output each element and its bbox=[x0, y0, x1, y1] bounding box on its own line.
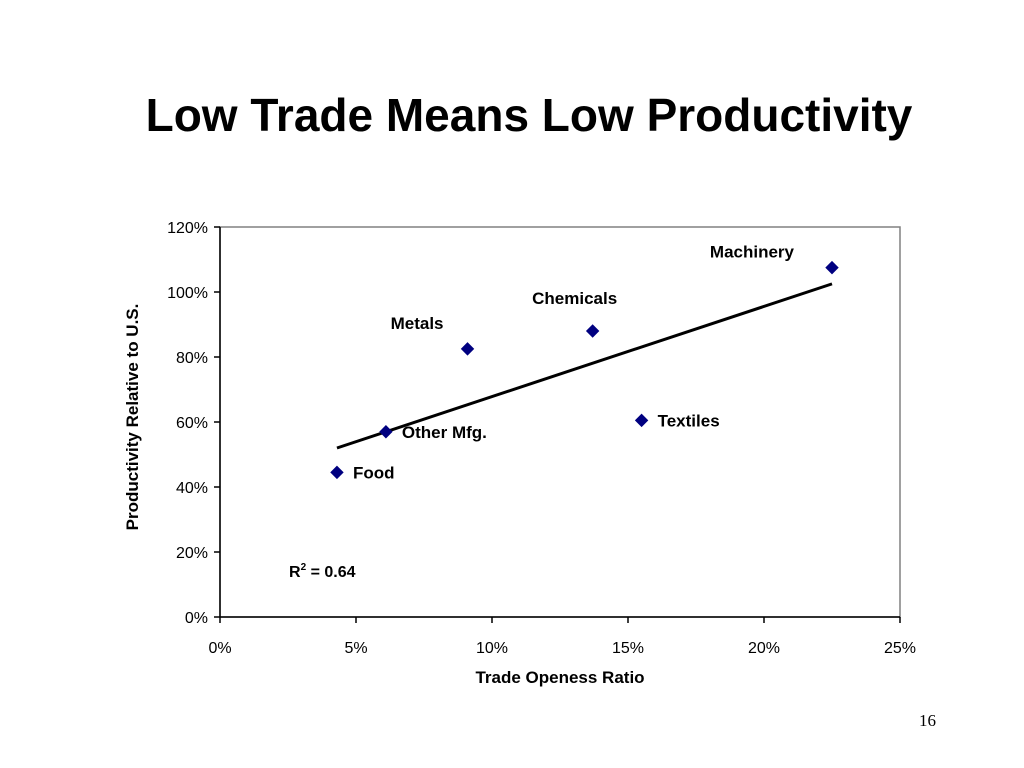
x-tick-label: 10% bbox=[476, 640, 508, 657]
axes: 0% 20% 40% 60% 80% 100% 120% 0% 5% 10% 15% 20% 25% bbox=[167, 220, 916, 657]
data-points bbox=[330, 260, 839, 480]
point-label: Textiles bbox=[658, 411, 720, 430]
x-tick-label: 20% bbox=[748, 640, 780, 657]
page-number: 16 bbox=[919, 711, 936, 730]
y-tick-label: 120% bbox=[167, 220, 208, 237]
y-tick-label: 60% bbox=[176, 415, 208, 432]
y-tick-label: 20% bbox=[176, 545, 208, 562]
y-tick-label: 100% bbox=[167, 285, 208, 302]
plot-area bbox=[219, 226, 901, 618]
x-tick-label: 25% bbox=[884, 640, 916, 657]
r-squared-superscript: 2 bbox=[301, 562, 307, 573]
point-label: Other Mfg. bbox=[402, 423, 487, 442]
data-point bbox=[330, 465, 344, 480]
trendline-group bbox=[336, 282, 833, 450]
y-axis-title: Productivity Relative to U.S. bbox=[123, 304, 142, 531]
data-point bbox=[379, 425, 393, 439]
y-tick-label: 0% bbox=[185, 610, 208, 627]
point-label: Machinery bbox=[710, 243, 795, 262]
y-tick-label: 40% bbox=[176, 480, 208, 497]
data-point bbox=[825, 260, 839, 275]
data-point bbox=[585, 324, 600, 338]
x-tick-label: 0% bbox=[208, 640, 231, 657]
data-point bbox=[460, 342, 475, 356]
point-labels: Food Other Mfg. Metals Chemicals Textiles Mac… bbox=[353, 243, 795, 483]
r-squared-value: = 0.64 bbox=[306, 564, 355, 581]
x-axis-title: Trade Openess Ratio bbox=[475, 668, 644, 687]
r-squared-annotation: R2 = 0.64 bbox=[289, 562, 356, 581]
point-label: Food bbox=[353, 463, 395, 482]
point-label: Metals bbox=[391, 314, 444, 333]
x-tick-label: 15% bbox=[612, 640, 644, 657]
point-label: Chemicals bbox=[532, 289, 617, 308]
r-squared-base: R bbox=[289, 564, 301, 581]
y-tick-label: 80% bbox=[176, 350, 208, 367]
slide-title: Low Trade Means Low Productivity bbox=[145, 89, 913, 141]
data-point bbox=[634, 413, 649, 428]
trendline bbox=[336, 282, 833, 450]
x-tick-label: 5% bbox=[344, 640, 367, 657]
